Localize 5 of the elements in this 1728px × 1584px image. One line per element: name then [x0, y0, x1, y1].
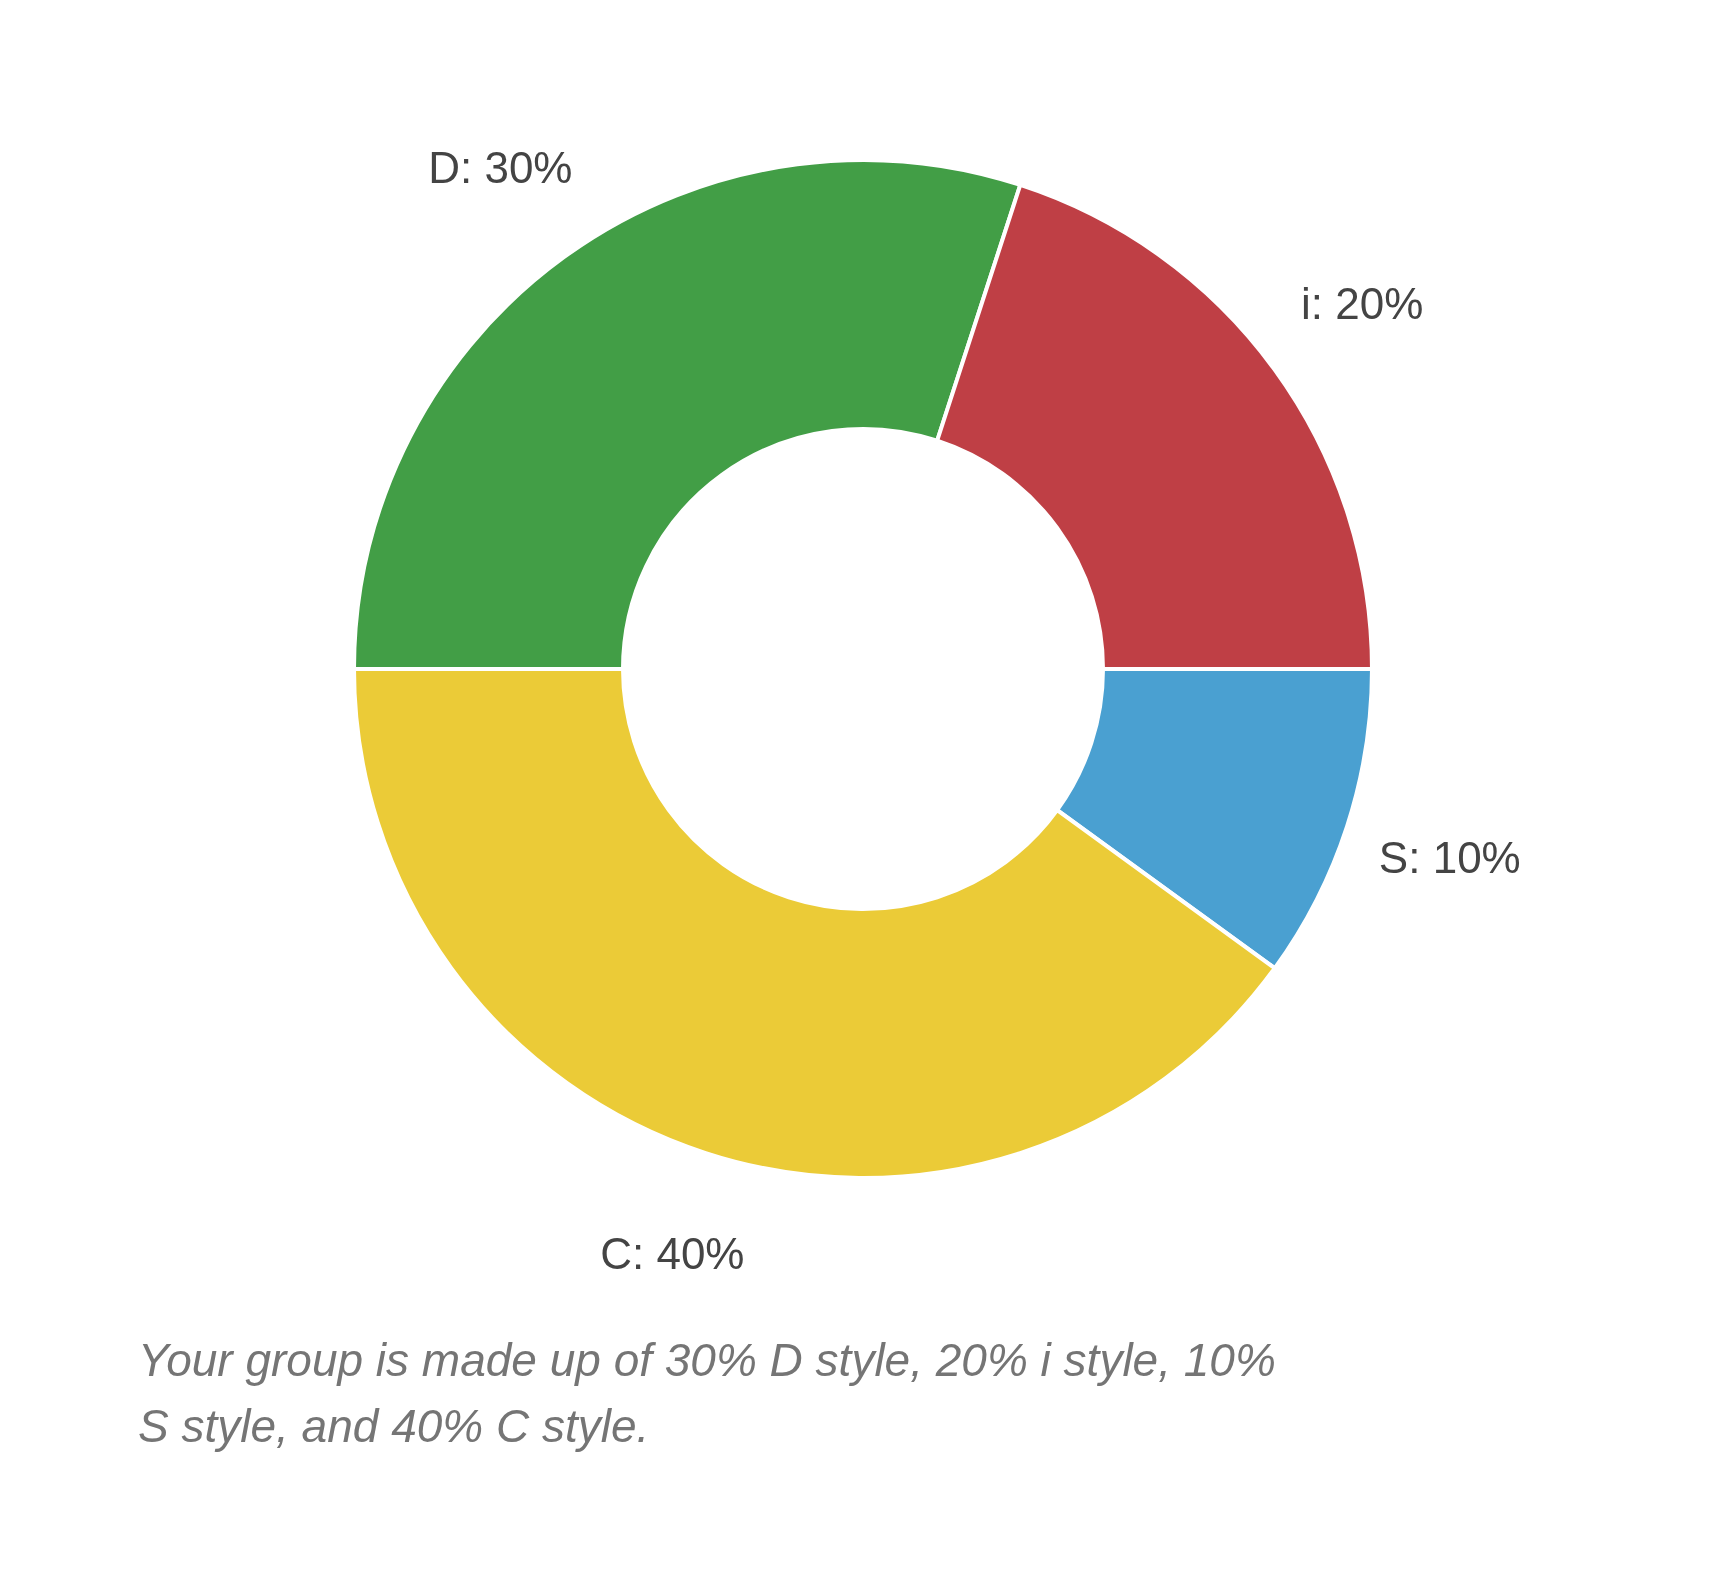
slice-label: S: 10%	[1378, 832, 1521, 882]
slice-label: D: 30%	[428, 142, 573, 192]
slice-label: C: 40%	[600, 1228, 745, 1278]
text: Your group is made up of 30% D style, 20% i style, 10% S style, and 40% C style.	[138, 1334, 1276, 1452]
slice-label: i: 20%	[1301, 279, 1424, 329]
